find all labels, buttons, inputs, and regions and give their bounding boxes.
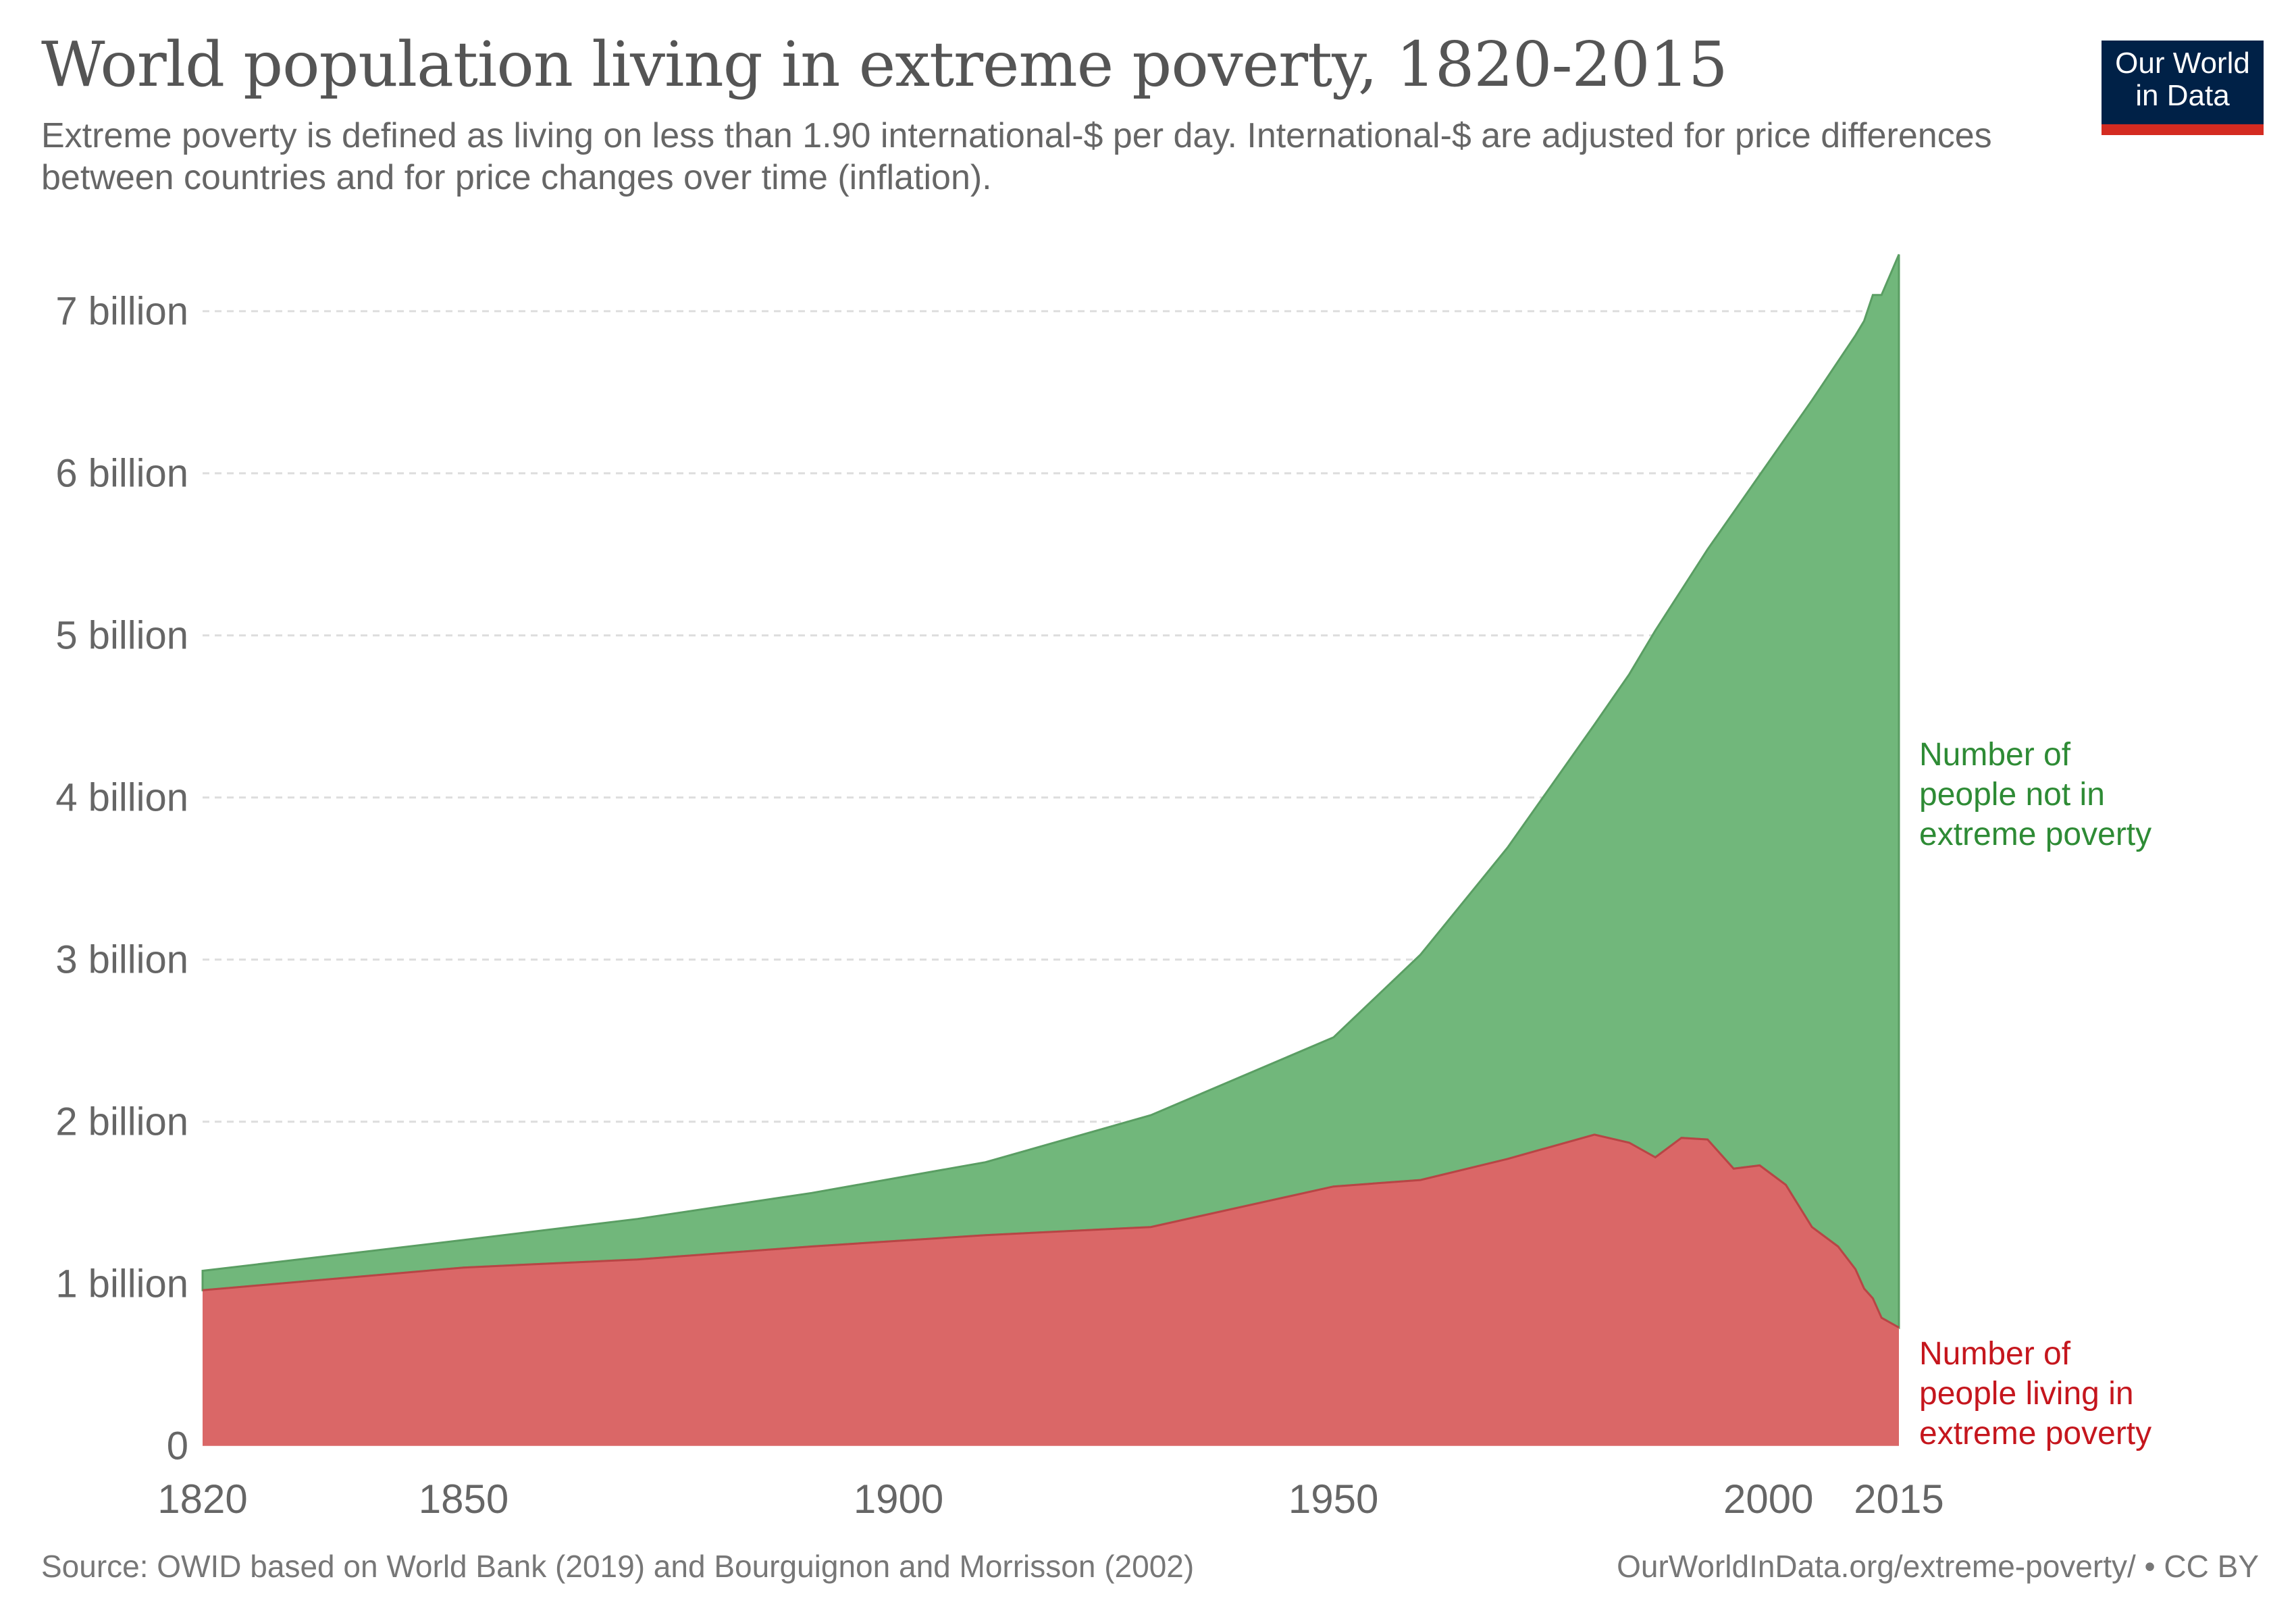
chart-subtitle: Extreme poverty is defined as living on …	[41, 116, 1992, 197]
y-tick-label: 5 billion	[55, 614, 188, 658]
x-axis-labels: 1820 1850 1900 1950 2000 2015	[157, 1476, 1943, 1522]
x-tick-label: 1950	[1288, 1476, 1378, 1522]
y-tick-label: 3 billion	[55, 938, 188, 982]
owid-logo[interactable]: Our World in Data	[2102, 41, 2264, 135]
series-label-not-in-poverty: extreme poverty	[1919, 817, 2151, 852]
line-in-poverty	[202, 1133, 1900, 1329]
y-tick-label: 6 billion	[55, 452, 188, 496]
stacked-areas	[201, 254, 1900, 1446]
y-tick-label: 4 billion	[55, 776, 188, 820]
y-tick-label: 0	[167, 1424, 188, 1468]
x-tick-label: 2000	[1723, 1476, 1813, 1522]
logo-accent-bar	[2102, 124, 2264, 135]
series-label-in-poverty: people living in	[1919, 1376, 2134, 1412]
series-labels: Number of people not in extreme poverty Num…	[1919, 737, 2151, 1451]
x-tick-label: 1820	[157, 1476, 247, 1522]
chart-title: World population living in extreme pover…	[41, 28, 1728, 101]
logo-text: Our World in Data	[2115, 47, 2250, 112]
y-tick-label: 1 billion	[55, 1262, 188, 1306]
series-label-in-poverty: Number of	[1919, 1336, 2071, 1372]
x-tick-label: 1900	[854, 1476, 943, 1522]
y-tick-label: 2 billion	[55, 1100, 188, 1144]
x-tick-label: 2015	[1854, 1476, 1943, 1522]
series-label-not-in-poverty: people not in	[1919, 777, 2105, 813]
y-axis-labels: 0 1 billion 2 billion 3 billion 4 billion 5 b…	[55, 290, 188, 1468]
source-note: Source: OWID based on World Bank (2019) …	[41, 1549, 1195, 1584]
area-in-poverty	[203, 1134, 1899, 1446]
x-tick-label: 1850	[419, 1476, 508, 1522]
series-label-not-in-poverty: Number of	[1919, 737, 2071, 773]
credit-link[interactable]: OurWorldInData.org/extreme-poverty/ • CC…	[1617, 1549, 2259, 1584]
series-label-in-poverty: extreme poverty	[1919, 1416, 2151, 1451]
y-tick-label: 7 billion	[55, 290, 188, 334]
